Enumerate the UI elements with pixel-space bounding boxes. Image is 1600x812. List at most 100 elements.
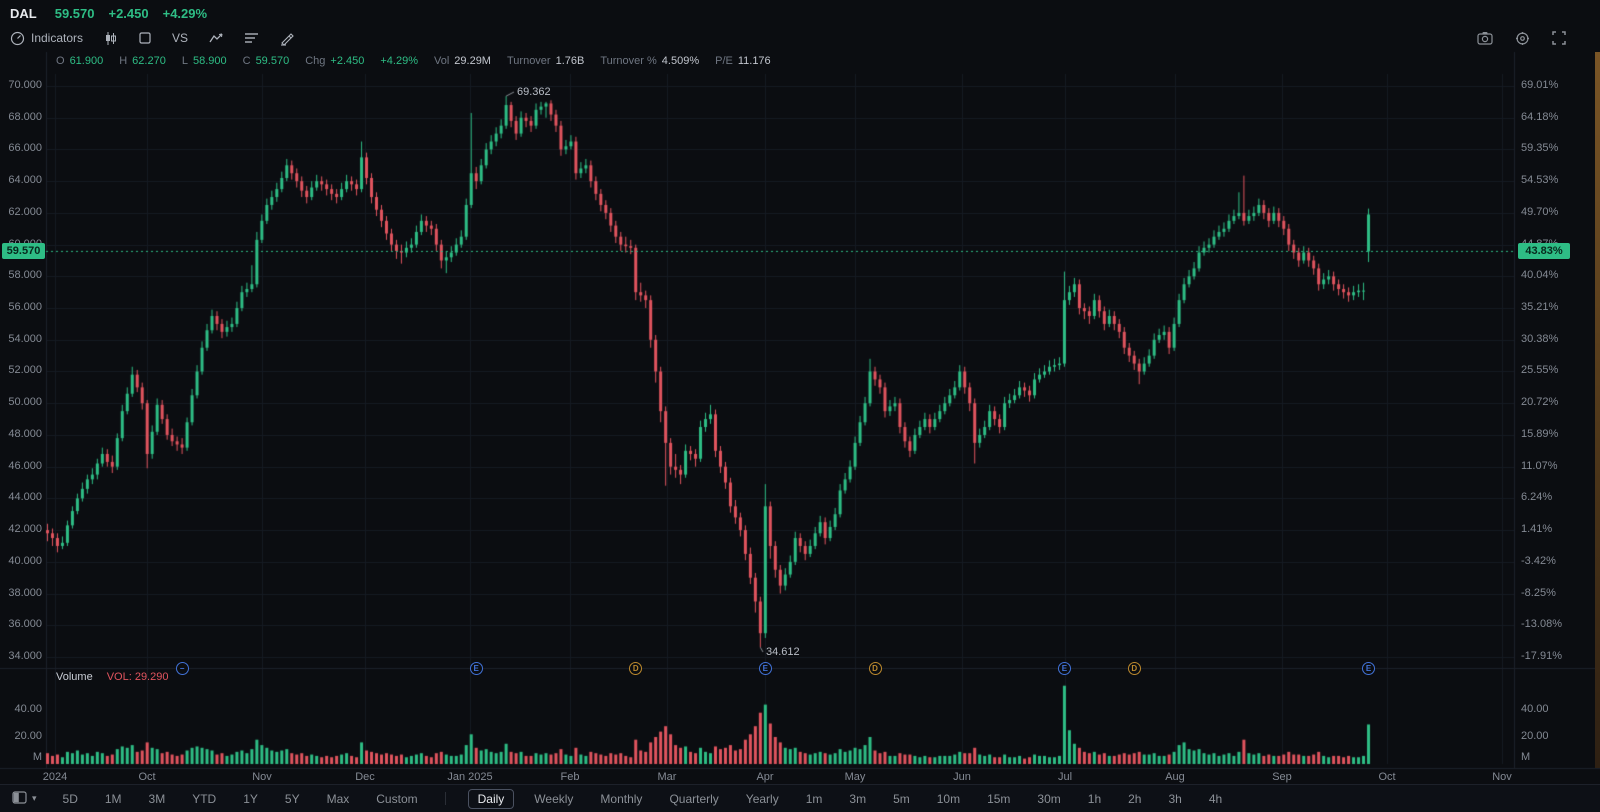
camera-icon (1477, 31, 1493, 45)
info-label: Chg (305, 55, 326, 67)
event-marker-earnings[interactable]: E (758, 661, 772, 675)
timeframe-15m[interactable]: 15m (987, 791, 1011, 806)
gauge-icon (10, 31, 25, 46)
timeframe-3m[interactable]: 3m (849, 791, 867, 806)
timeframe-3h[interactable]: 3h (1168, 791, 1182, 806)
screenshot-button[interactable] (1477, 31, 1493, 45)
timeframe-custom[interactable]: Custom (376, 791, 418, 806)
volume-tick-label: 20.00 (1521, 730, 1549, 742)
timeframe-1m[interactable]: 1M (104, 791, 122, 806)
current-price-badge-right: 43.83% (1518, 243, 1570, 259)
timeframe-ytd[interactable]: YTD (192, 791, 217, 806)
forecast-button[interactable] (208, 31, 224, 45)
square-icon (138, 31, 152, 45)
list-button[interactable] (244, 32, 259, 44)
compare-button[interactable]: VS (172, 31, 188, 45)
month-label: Jul (1057, 771, 1073, 783)
event-marker-earnings[interactable]: E (1362, 661, 1376, 675)
fullscreen-button[interactable] (1552, 31, 1566, 45)
info-value: 58.900 (192, 55, 227, 67)
month-label: Dec (355, 771, 375, 783)
timeframe-quarterly[interactable]: Quarterly (669, 791, 719, 806)
low-annotation: 34.612 (766, 646, 800, 658)
info-item: P/E 11.176 (715, 55, 771, 67)
timeframe-30m[interactable]: 30m (1037, 791, 1061, 806)
volume-tick-label: 40.00 (1521, 703, 1549, 715)
percent-tick-label: 20.72% (1521, 396, 1559, 409)
box-style-button[interactable] (138, 31, 152, 45)
price-change-pct: +4.29% (162, 5, 208, 21)
volume-tick-label: M (1521, 751, 1531, 763)
timeframe-3m[interactable]: 3M (148, 791, 166, 806)
month-label: Feb (560, 771, 580, 783)
indicators-button[interactable]: Indicators (10, 31, 83, 46)
high-annotation: 69.362 (517, 86, 551, 98)
candlestick-style-button[interactable] (103, 31, 118, 46)
timeframe-2h[interactable]: 2h (1128, 791, 1142, 806)
volume-pane-header: Volume VOL: 29.290 (56, 671, 168, 683)
price-tick-label: 64.000 (8, 174, 42, 187)
price-tick-label: 70.000 (8, 79, 42, 91)
info-label: Turnover % (600, 55, 657, 67)
event-marker-earnings[interactable]: E (469, 661, 483, 675)
draw-button[interactable] (279, 31, 294, 46)
month-label: Mar (657, 771, 677, 783)
chart-settings-button[interactable] (1515, 31, 1530, 46)
info-value: 1.76B (555, 55, 585, 67)
price-tick-label: 48.000 (8, 427, 42, 440)
pen-icon (279, 31, 294, 46)
vs-label: VS (172, 31, 189, 45)
month-label: Aug (1165, 771, 1185, 783)
info-item: +4.29% (380, 55, 418, 67)
timeframe-1m[interactable]: 1m (805, 791, 823, 806)
month-label: 2024 (42, 771, 68, 783)
event-marker-collapsed[interactable]: − (175, 661, 189, 675)
chart-layout-button[interactable]: ▾ (12, 790, 37, 807)
timeframe-4h[interactable]: 4h (1208, 791, 1223, 806)
timeframe-weekly[interactable]: Weekly (534, 791, 574, 806)
percent-tick-label: 11.07% (1521, 459, 1558, 472)
timeframe-max[interactable]: Max (326, 791, 350, 806)
timeframe-1h[interactable]: 1h (1087, 791, 1102, 806)
chart-toolbar: Indicators VS (0, 26, 1600, 50)
timeframe-5m[interactable]: 5m (893, 791, 910, 806)
percent-tick-label: -8.25% (1521, 586, 1556, 599)
month-label: Nov (1492, 771, 1512, 783)
event-marker-dividend[interactable]: D (1127, 661, 1141, 675)
info-item: Vol 29.29M (434, 55, 491, 67)
info-value: 11.176 (737, 55, 771, 67)
info-value: 62.270 (132, 55, 166, 67)
event-marker-dividend[interactable]: D (629, 661, 643, 675)
info-value: 29.29M (454, 55, 491, 67)
event-marker-dividend[interactable]: D (868, 661, 882, 675)
info-label: H (119, 55, 128, 67)
right-edge-strip (1595, 52, 1600, 768)
timeframe-daily[interactable]: Daily (467, 788, 515, 809)
layout-panel-icon (12, 790, 27, 807)
price-tick-label: 40.000 (8, 554, 42, 567)
timeframe-monthly[interactable]: Monthly (600, 791, 643, 806)
timeframe-10m[interactable]: 10m (936, 791, 961, 806)
info-label: Turnover (506, 55, 551, 67)
timeframe-yearly[interactable]: Yearly (745, 791, 779, 806)
caret-down-icon: ▾ (32, 793, 37, 803)
info-item: C 59.570 (243, 55, 290, 67)
timeframe-bar: ▾ 5D 1M 3M YTD 1Y 5Y Max Custom Daily Weekly Month… (0, 784, 1600, 812)
volume-tick-label: 40.00 (14, 703, 42, 715)
volume-tick-label: M (32, 751, 42, 763)
timeframe-5y[interactable]: 5Y (284, 791, 300, 806)
info-value: 4.509% (661, 55, 700, 67)
price-tick-label: 38.000 (8, 586, 42, 599)
percent-tick-label: -17.91% (1521, 649, 1562, 662)
price-change: +2.450 (108, 5, 149, 21)
percent-tick-label: -3.42% (1521, 554, 1556, 567)
price-tick-label: 46.000 (8, 459, 42, 472)
month-label: Jan 2025 (447, 771, 493, 783)
month-label: Sep (1272, 771, 1292, 783)
timeframe-1y[interactable]: 1Y (243, 791, 258, 806)
month-label: Jun (953, 771, 971, 783)
event-marker-earnings[interactable]: E (1057, 661, 1071, 675)
info-label: O (56, 55, 65, 67)
timeframe-5d[interactable]: 5D (62, 791, 78, 806)
